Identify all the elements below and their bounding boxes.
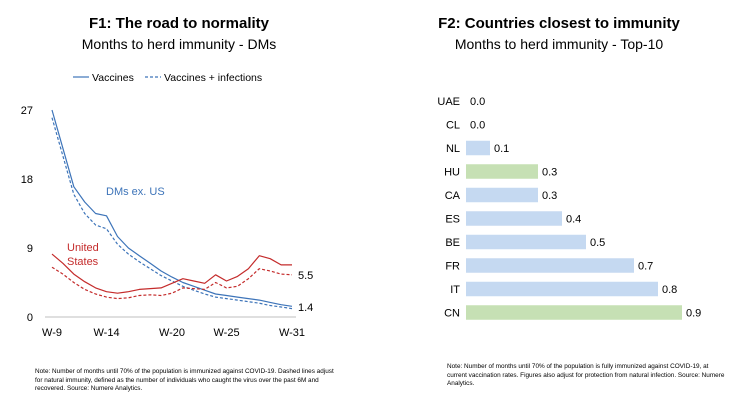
category-label: IT bbox=[450, 284, 460, 296]
chart-legend: Vaccines Vaccines + infections bbox=[73, 72, 262, 84]
bar-value-label: 0.9 bbox=[686, 308, 701, 320]
category-label: CA bbox=[445, 190, 461, 202]
bar bbox=[466, 305, 682, 320]
y-tick-label: 18 bbox=[21, 174, 33, 186]
dashed-dms-line bbox=[51, 117, 293, 310]
bar-value-label: 0.1 bbox=[494, 143, 509, 155]
bar-value-label: 0.3 bbox=[542, 190, 557, 202]
solid-dms-line bbox=[51, 109, 293, 307]
bar-value-label: 0.4 bbox=[566, 214, 581, 226]
x-tick-label: W-14 bbox=[93, 327, 119, 339]
bar bbox=[466, 211, 562, 226]
legend-solid-label: Vaccines bbox=[92, 72, 134, 84]
x-tick-label: W-20 bbox=[159, 327, 185, 339]
solid-us-line bbox=[51, 253, 292, 294]
right-chart-title: F2: Countries closest to immunity bbox=[438, 15, 680, 32]
bar-value-label: 0.7 bbox=[638, 261, 653, 273]
bar bbox=[466, 140, 490, 156]
bar-value-label: 0.8 bbox=[662, 284, 677, 296]
bar bbox=[466, 234, 586, 250]
category-label: BE bbox=[445, 237, 460, 249]
category-label: UAE bbox=[437, 96, 460, 108]
left-chart-subtitle: Months to herd immunity - DMs bbox=[81, 36, 277, 52]
category-label: CN bbox=[444, 308, 460, 320]
bar bbox=[466, 187, 538, 203]
bar-value-label: 0.5 bbox=[590, 237, 605, 249]
bar-value-label: 0.0 bbox=[470, 96, 485, 108]
category-label: ES bbox=[445, 214, 460, 226]
right-chart-note: Note: Number of months until 70% of the … bbox=[447, 363, 725, 388]
bar-chart: UAE 0.0 CL 0.0 NL 0.1 HU 0.3 CA 0.3 ES 0.4 BE 0.5 FR 0.… bbox=[437, 96, 701, 320]
category-label: CL bbox=[446, 120, 460, 132]
legend-dashed-label: Vaccines + infections bbox=[164, 72, 262, 84]
x-tick-label: W-25 bbox=[213, 327, 239, 339]
bar bbox=[466, 281, 658, 297]
right-chart-subtitle: Months to herd immunity - Top-10 bbox=[454, 36, 664, 52]
dms-series-label: DMs ex. US bbox=[106, 186, 165, 198]
left-chart-title: F1: The road to normality bbox=[88, 15, 269, 32]
x-tick-label: W-9 bbox=[42, 327, 62, 339]
category-label: FR bbox=[445, 261, 460, 273]
dashed-us-line bbox=[51, 266, 293, 300]
us-series-label-line1: United bbox=[67, 242, 99, 254]
category-label: NL bbox=[446, 143, 460, 155]
y-tick-label: 27 bbox=[21, 105, 33, 117]
x-tick-label: W-31 bbox=[279, 327, 305, 339]
line-series-group bbox=[51, 109, 293, 310]
category-label: HU bbox=[444, 167, 460, 179]
bar-value-label: 0.0 bbox=[470, 120, 485, 132]
y-tick-label: 0 bbox=[27, 312, 33, 324]
left-chart-note: Note: Number of months until 70% of the … bbox=[35, 368, 334, 393]
bar-series-group: UAE 0.0 CL 0.0 NL 0.1 HU 0.3 CA 0.3 ES 0.4 BE 0.5 FR 0.… bbox=[437, 96, 701, 320]
left-chart-panel: F1: The road to normality Months to herd… bbox=[21, 15, 334, 393]
right-chart-panel: F2: Countries closest to immunity Months… bbox=[378, 0, 756, 405]
bar bbox=[466, 164, 538, 179]
us-end-value-label: 5.5 bbox=[298, 270, 313, 282]
us-series-label-line2: States bbox=[67, 256, 99, 268]
dms-end-value-label: 1.4 bbox=[298, 302, 313, 314]
y-tick-label: 9 bbox=[27, 243, 33, 255]
line-chart: Vaccines Vaccines + infections W-9 W-14 W-… bbox=[21, 72, 314, 339]
y-axis-ticks: 0 9 18 27 bbox=[21, 105, 33, 324]
bar-value-label: 0.3 bbox=[542, 167, 557, 179]
x-axis-ticks: W-9 W-14 W-20 W-25 W-31 bbox=[42, 327, 305, 339]
bar bbox=[466, 258, 634, 273]
